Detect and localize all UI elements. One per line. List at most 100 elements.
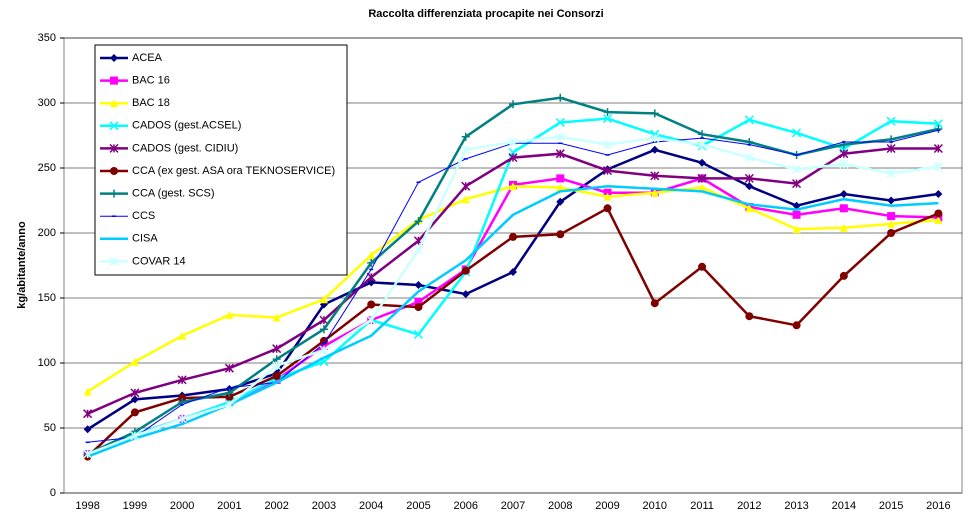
marker xyxy=(414,217,423,226)
marker xyxy=(603,204,612,213)
marker xyxy=(130,395,139,404)
marker xyxy=(839,149,849,159)
marker xyxy=(366,272,376,282)
x-tick-label: 2006 xyxy=(453,500,477,512)
marker xyxy=(886,143,896,154)
marker xyxy=(792,210,801,219)
y-tick-label: 0 xyxy=(50,487,56,499)
marker xyxy=(225,388,234,397)
x-tick-label: 2016 xyxy=(926,500,950,512)
marker xyxy=(367,300,376,309)
x-tick-label: 2005 xyxy=(406,500,430,512)
marker xyxy=(839,204,848,213)
marker xyxy=(508,137,518,147)
marker xyxy=(319,325,328,334)
x-tick-label: 2015 xyxy=(879,500,903,512)
y-tick-label: 250 xyxy=(38,162,56,174)
marker xyxy=(698,262,707,271)
marker xyxy=(130,357,139,366)
x-tick-label: 2007 xyxy=(501,500,525,512)
marker xyxy=(224,400,234,410)
marker xyxy=(272,344,282,354)
marker xyxy=(319,315,329,325)
marker xyxy=(650,299,659,308)
marker xyxy=(177,414,187,424)
x-tick-label: 1998 xyxy=(75,500,99,512)
marker xyxy=(698,183,707,192)
marker xyxy=(555,117,565,128)
x-tick-label: 2010 xyxy=(643,500,667,512)
marker xyxy=(319,345,329,355)
legend-label: ACEA xyxy=(132,52,163,64)
marker xyxy=(602,140,613,150)
marker xyxy=(934,216,943,224)
marker xyxy=(414,297,423,306)
legend-marker xyxy=(109,143,119,153)
x-tick-label: 1999 xyxy=(123,500,147,512)
marker xyxy=(83,449,93,459)
marker xyxy=(698,130,707,139)
legend-label: BAC 18 xyxy=(132,97,170,109)
legend-label: CCA (gest. SCS) xyxy=(132,188,215,200)
marker xyxy=(792,128,802,138)
marker xyxy=(792,164,802,174)
marker xyxy=(650,171,660,181)
marker xyxy=(839,271,848,280)
marker xyxy=(650,145,659,154)
marker xyxy=(461,145,471,155)
legend-marker xyxy=(109,256,119,266)
legend-marker xyxy=(109,121,119,131)
marker xyxy=(698,158,707,167)
marker xyxy=(556,197,565,206)
marker xyxy=(178,331,187,340)
marker xyxy=(272,313,281,322)
marker xyxy=(792,225,801,234)
marker xyxy=(697,173,707,183)
marker xyxy=(461,266,470,275)
x-tick-label: 2014 xyxy=(832,500,856,512)
marker xyxy=(602,114,613,124)
marker xyxy=(366,315,376,325)
marker xyxy=(272,372,281,380)
y-tick-label: 350 xyxy=(38,32,56,44)
marker xyxy=(745,182,754,191)
marker xyxy=(934,125,943,133)
x-tick-label: 2008 xyxy=(548,500,572,512)
y-tick-label: 200 xyxy=(38,227,56,239)
y-tick-label: 50 xyxy=(44,422,56,434)
y-tick-label: 300 xyxy=(38,97,56,109)
marker xyxy=(461,290,470,299)
marker xyxy=(887,196,896,205)
marker xyxy=(744,153,754,163)
marker xyxy=(272,361,282,371)
marker xyxy=(556,183,565,192)
marker xyxy=(461,195,470,204)
marker xyxy=(556,174,565,183)
legend-label: COVAR 14 xyxy=(132,255,186,267)
marker xyxy=(556,93,565,102)
marker xyxy=(886,116,896,126)
marker xyxy=(934,190,943,198)
x-tick-label: 2009 xyxy=(595,500,619,512)
x-tick-label: 2002 xyxy=(264,500,288,512)
marker xyxy=(130,388,140,398)
legend-label: CISA xyxy=(132,233,158,245)
legend-label: BAC 16 xyxy=(132,75,170,87)
marker xyxy=(839,159,849,169)
marker xyxy=(744,115,754,125)
legend-label: CADOS (gest. CIDIU) xyxy=(132,142,238,154)
marker xyxy=(130,408,139,417)
marker xyxy=(933,143,943,154)
marker xyxy=(650,133,660,143)
legend-marker xyxy=(110,99,118,108)
marker xyxy=(650,109,659,118)
marker xyxy=(839,190,848,198)
x-tick-label: 2011 xyxy=(690,500,714,512)
marker xyxy=(413,329,424,339)
marker xyxy=(887,219,896,228)
marker xyxy=(792,201,801,210)
marker xyxy=(509,182,517,191)
marker xyxy=(414,281,423,289)
marker xyxy=(509,268,517,276)
